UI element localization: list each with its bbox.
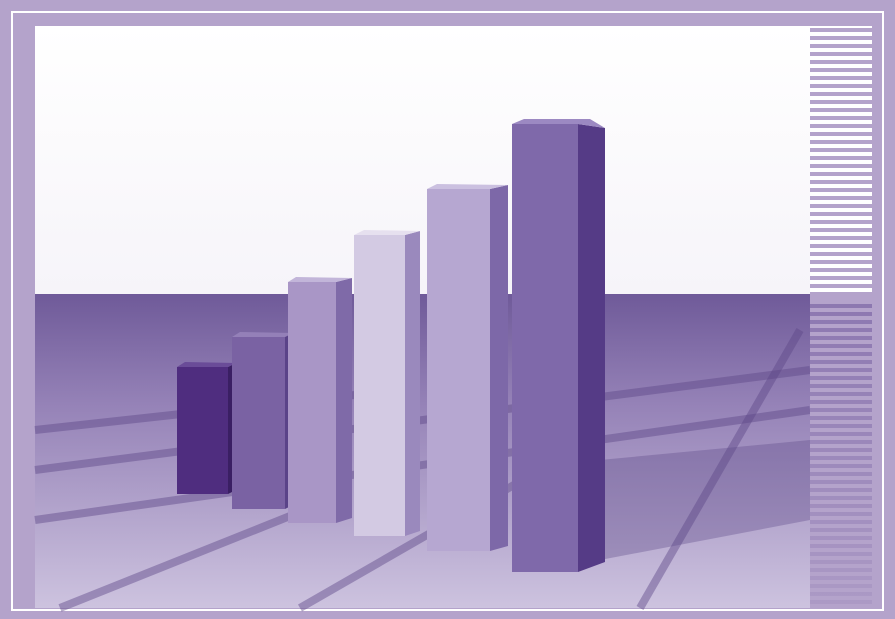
bar: [177, 367, 228, 494]
bar-shadow: [600, 440, 810, 560]
bar-side: [490, 185, 508, 551]
bar: [427, 189, 490, 551]
stripes: [810, 26, 872, 296]
bar-top: [232, 332, 293, 337]
floor: [35, 294, 810, 608]
bar-side: [578, 124, 605, 572]
bars: [177, 119, 605, 572]
bar-top: [354, 230, 420, 235]
bar: [288, 282, 336, 523]
bar: [232, 337, 285, 509]
stripes-fade: [810, 300, 872, 608]
bar-top: [427, 184, 508, 189]
bar-side: [405, 231, 420, 536]
sky: [35, 26, 810, 296]
bar-top: [512, 119, 605, 128]
bar-side: [336, 278, 352, 523]
bar: [354, 235, 405, 536]
bar-top: [288, 277, 352, 282]
frame-border: [11, 11, 884, 611]
bar-top: [177, 362, 236, 367]
bar: [512, 124, 578, 572]
